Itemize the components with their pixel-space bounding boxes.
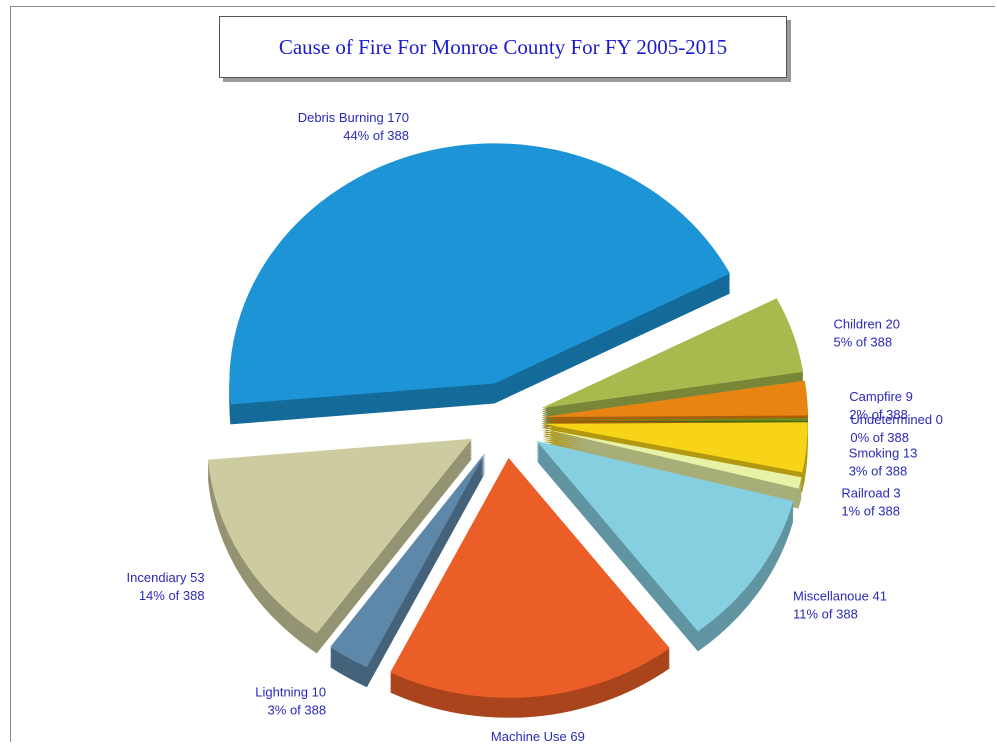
chart-frame	[10, 6, 995, 742]
pie-slice-railroad-side	[542, 434, 802, 495]
slice-pct-label-debris-burning: 44% of 388	[343, 128, 409, 143]
pie-slice-railroad-top	[542, 428, 802, 489]
slice-label-debris-burning: Debris Burning 170	[298, 110, 409, 125]
pie-slice-debris-burning	[229, 143, 731, 425]
pie-slice-railroad-side	[542, 430, 802, 491]
pie-slice-incendiary-top	[208, 438, 472, 634]
slice-pct-label-lightning: 3% of 388	[268, 703, 327, 718]
pie-slice-smoking-top	[542, 422, 808, 473]
slice-label-campfire: Campfire 9	[849, 389, 913, 404]
pie-slice-railroad-side	[542, 436, 802, 497]
chart-title-box: Cause of Fire For Monroe County For FY 2…	[219, 16, 787, 78]
slice-pct-label-railroad: 1% of 388	[841, 504, 900, 519]
pie-slice-railroad-side	[542, 432, 802, 493]
slice-pct-label-campfire: 2% of 388	[849, 407, 908, 422]
pie-slice-incendiary	[208, 438, 472, 654]
slice-label-railroad: Railroad 3	[841, 486, 900, 501]
slice-pct-label-incendiary: 14% of 388	[139, 588, 205, 603]
pie-slice-machine-use	[390, 457, 670, 718]
slice-pct-label-smoking: 3% of 388	[849, 463, 908, 478]
pie-slice-children-top	[541, 298, 804, 409]
slice-pct-label-miscellanoue: 11% of 388	[793, 607, 858, 622]
slice-pct-label-children: 5% of 388	[834, 334, 893, 349]
pie-slice-undetermined-top	[542, 418, 809, 421]
pie-slice-lightning-top	[330, 452, 486, 668]
pie-slice-campfire-top	[542, 380, 808, 417]
slice-label-undetermined: Undetermined 0	[850, 412, 943, 427]
slice-label-miscellanoue: Miscellanoue 41	[793, 589, 887, 604]
slice-label-smoking: Smoking 13	[849, 445, 918, 460]
slice-pct-label-undetermined: 0% of 388	[850, 430, 909, 445]
pie-slice-machine-use-top	[390, 457, 670, 698]
slice-label-incendiary: Incendiary 53	[127, 570, 205, 585]
pie-slice-miscellanoue	[536, 440, 794, 652]
pie-slice-railroad-side	[542, 438, 802, 499]
pie-slice-miscellanoue-top	[536, 440, 794, 632]
chart-title: Cause of Fire For Monroe County For FY 2…	[278, 34, 728, 59]
pie-slice-railroad-side	[542, 440, 802, 501]
slice-label-machine-use: Machine Use 69	[491, 729, 585, 744]
slice-label-children: Children 20	[834, 316, 901, 331]
slice-label-lightning: Lightning 10	[255, 685, 326, 700]
pie-slice-undetermined-side	[542, 420, 809, 423]
pie-slice-debris-burning-top	[229, 143, 731, 405]
pie-slice-lightning	[330, 452, 486, 688]
